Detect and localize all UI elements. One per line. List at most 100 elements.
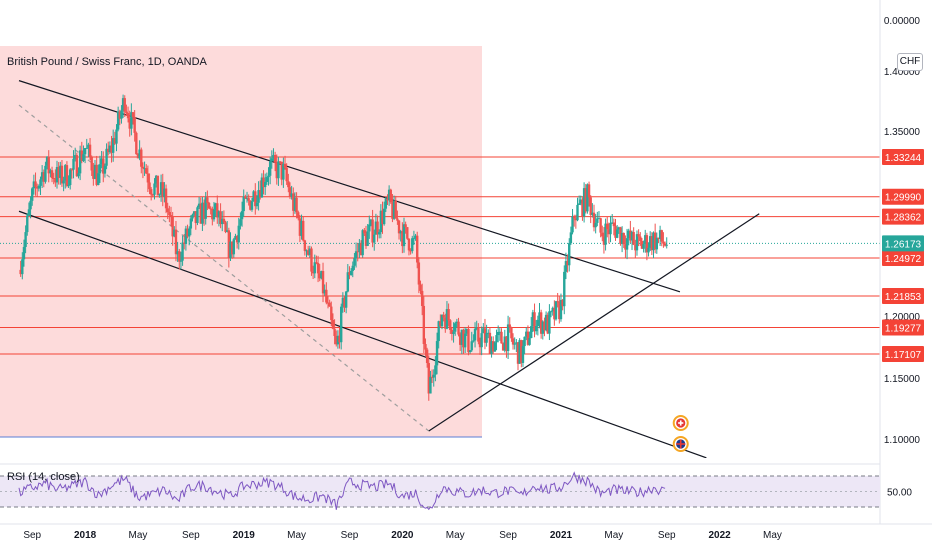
candle bbox=[173, 226, 176, 238]
candle-body bbox=[270, 158, 274, 162]
candle bbox=[123, 95, 126, 117]
candle-body bbox=[391, 202, 394, 219]
candle bbox=[523, 336, 526, 355]
candle bbox=[363, 228, 366, 236]
candle-body bbox=[108, 145, 112, 153]
candle bbox=[452, 322, 455, 343]
candle bbox=[311, 265, 315, 279]
candle-body bbox=[26, 215, 29, 233]
candle bbox=[566, 254, 569, 273]
candle bbox=[435, 332, 439, 375]
candle bbox=[513, 337, 516, 350]
candle bbox=[551, 306, 554, 316]
candle-body bbox=[609, 223, 612, 235]
candle bbox=[277, 156, 280, 186]
candle-body bbox=[520, 340, 523, 363]
candle bbox=[572, 214, 576, 227]
candle bbox=[83, 148, 87, 164]
candle bbox=[559, 293, 563, 322]
candle-body bbox=[73, 155, 77, 159]
candle bbox=[346, 264, 350, 293]
candle-body bbox=[392, 200, 396, 219]
candle-body bbox=[278, 161, 282, 163]
candle bbox=[270, 150, 274, 169]
candle bbox=[422, 296, 426, 354]
price-tick-label: 1.15000 bbox=[884, 374, 921, 385]
candle bbox=[297, 210, 300, 221]
candle-body bbox=[564, 261, 568, 272]
candle-body bbox=[563, 271, 566, 307]
candle bbox=[637, 229, 640, 247]
candle bbox=[306, 245, 310, 256]
candle-body bbox=[617, 227, 621, 230]
candle-body bbox=[483, 328, 487, 343]
candle bbox=[589, 195, 592, 224]
candle bbox=[635, 230, 639, 256]
candle-body bbox=[303, 240, 307, 251]
candle-body bbox=[57, 167, 60, 178]
candle bbox=[247, 194, 250, 206]
candle bbox=[75, 152, 79, 177]
candle bbox=[80, 141, 83, 164]
candle bbox=[650, 232, 654, 256]
candle-body bbox=[503, 336, 506, 351]
candle bbox=[652, 231, 655, 259]
candle-body bbox=[118, 111, 121, 119]
candle bbox=[546, 312, 549, 335]
candle bbox=[619, 226, 622, 246]
candle-body bbox=[480, 333, 483, 348]
currency-badge[interactable]: CHF bbox=[897, 53, 923, 71]
candle-body bbox=[32, 181, 36, 189]
candle bbox=[657, 237, 660, 244]
candle-body bbox=[125, 111, 128, 114]
candle-body bbox=[510, 327, 513, 339]
candle bbox=[255, 195, 259, 210]
price-tick-label: 1.40000 bbox=[884, 67, 921, 78]
candle-body bbox=[530, 326, 533, 339]
candle-body bbox=[116, 111, 120, 130]
candle-body bbox=[387, 189, 391, 201]
candle bbox=[121, 94, 125, 118]
candle bbox=[516, 341, 520, 371]
candle-body bbox=[572, 216, 576, 219]
candle bbox=[485, 324, 488, 347]
candle-body bbox=[566, 261, 569, 266]
candle bbox=[24, 225, 27, 254]
candle-body bbox=[77, 173, 80, 177]
candle bbox=[178, 248, 181, 270]
candle bbox=[549, 310, 553, 318]
candle-body bbox=[145, 168, 148, 174]
candle-body bbox=[85, 147, 88, 149]
candle bbox=[245, 191, 249, 203]
candle-body bbox=[225, 230, 229, 232]
candle-body bbox=[599, 218, 602, 233]
price-tick-label: 0.00000 bbox=[884, 16, 921, 27]
candle bbox=[54, 169, 57, 187]
candle bbox=[599, 217, 602, 238]
candle bbox=[316, 255, 320, 283]
candle-body bbox=[354, 251, 358, 259]
candle bbox=[634, 239, 637, 258]
candle bbox=[520, 339, 523, 368]
candle-body bbox=[292, 193, 295, 211]
candle-body bbox=[482, 328, 485, 334]
candle-body bbox=[143, 168, 146, 170]
candle-body bbox=[384, 198, 388, 209]
candle-body bbox=[136, 154, 140, 159]
candle bbox=[168, 205, 171, 223]
candle bbox=[378, 229, 381, 239]
candle-body bbox=[234, 236, 237, 240]
candle bbox=[111, 129, 115, 162]
candle bbox=[533, 303, 536, 338]
candle bbox=[359, 240, 363, 256]
candle-body bbox=[323, 289, 326, 294]
candle bbox=[240, 201, 244, 227]
candle bbox=[467, 325, 470, 356]
candle bbox=[574, 214, 578, 229]
candle bbox=[472, 334, 475, 343]
time-tick-label: 2019 bbox=[233, 530, 256, 541]
candle bbox=[217, 210, 221, 227]
candle-body bbox=[612, 222, 616, 227]
candle bbox=[478, 337, 482, 355]
